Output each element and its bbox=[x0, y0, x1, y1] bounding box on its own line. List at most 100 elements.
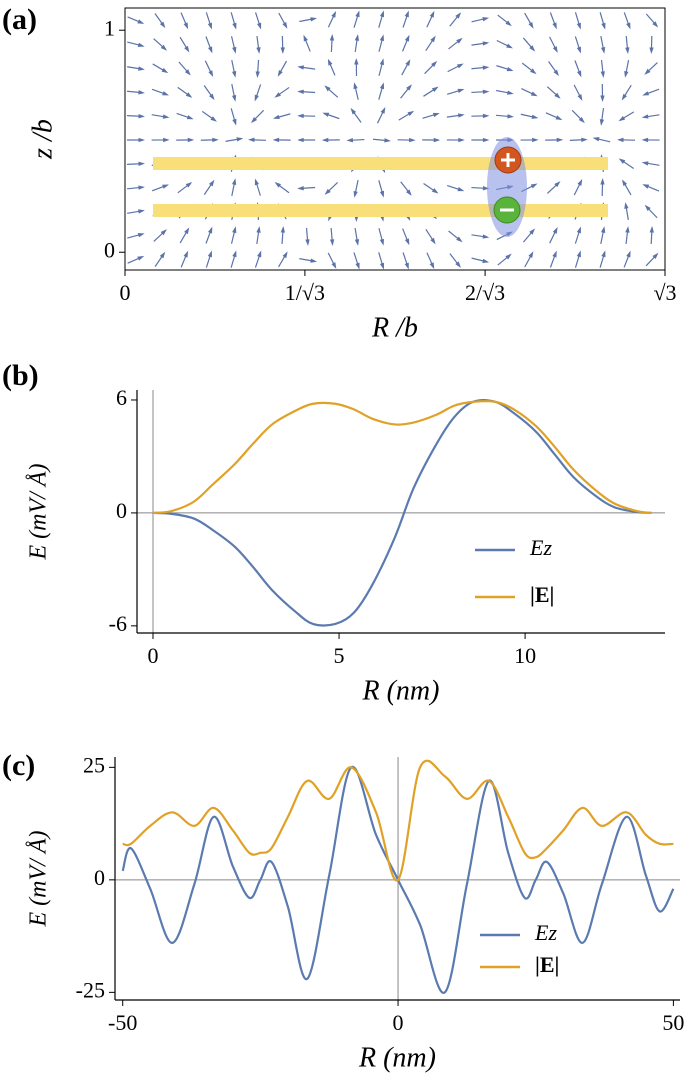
field-arrowhead bbox=[379, 262, 385, 270]
field-arrowhead bbox=[161, 67, 169, 74]
y-tick-label: -6 bbox=[109, 611, 127, 636]
field-arrowhead bbox=[554, 181, 561, 188]
field-arrowhead bbox=[621, 93, 627, 101]
field-arrowhead bbox=[482, 65, 490, 70]
field-arrowhead bbox=[457, 187, 465, 192]
field-arrowhead bbox=[555, 115, 563, 120]
field-arrowhead bbox=[644, 68, 651, 75]
field-arrowhead bbox=[321, 137, 329, 143]
field-arrowhead bbox=[528, 21, 534, 29]
field-arrowhead bbox=[532, 137, 539, 143]
y-tick-label: 0 bbox=[116, 498, 127, 523]
field-arrowhead bbox=[405, 59, 411, 66]
field-arrowhead bbox=[455, 12, 462, 19]
x-tick-label: 10 bbox=[514, 643, 536, 668]
field-arrowhead bbox=[138, 66, 145, 71]
field-arrowhead bbox=[162, 91, 170, 96]
panel-a-decoration bbox=[126, 10, 660, 270]
field-arrowhead bbox=[297, 113, 304, 119]
field-arrowhead bbox=[187, 137, 195, 143]
field-arrowhead bbox=[160, 44, 168, 51]
field-arrowhead bbox=[138, 90, 145, 95]
field-arrowhead bbox=[231, 94, 237, 102]
x-tick-label: 0 bbox=[120, 280, 131, 305]
field-arrowhead bbox=[353, 82, 358, 90]
field-arrowhead bbox=[232, 250, 237, 258]
field-arrowhead bbox=[624, 202, 629, 209]
field-arrowhead bbox=[578, 116, 585, 124]
field-arrowhead bbox=[429, 10, 435, 18]
field-arrowhead bbox=[406, 84, 412, 91]
field-arrowhead bbox=[163, 137, 170, 143]
field-arrowhead bbox=[576, 70, 582, 78]
field-arrowhead bbox=[183, 22, 189, 30]
field-arrowhead bbox=[297, 137, 304, 143]
field-arrowhead bbox=[576, 250, 581, 258]
field-arrowhead bbox=[600, 71, 605, 78]
field-arrowhead bbox=[592, 137, 600, 142]
field-arrowhead bbox=[552, 22, 557, 30]
field-arrowhead bbox=[184, 45, 190, 53]
field-arrowhead bbox=[185, 182, 193, 188]
panel-label: (a) bbox=[2, 3, 37, 36]
field-arrowhead bbox=[482, 17, 490, 22]
field-arrowhead bbox=[505, 20, 512, 27]
field-arrowhead bbox=[505, 253, 512, 260]
field-arrowhead bbox=[282, 251, 288, 259]
x-axis-label: R (nm) bbox=[362, 675, 440, 706]
field-arrowhead bbox=[577, 94, 583, 101]
field-arrowhead bbox=[407, 110, 415, 117]
field-arrowhead bbox=[644, 204, 651, 211]
field-arrowhead bbox=[379, 190, 385, 198]
field-arrowhead bbox=[250, 116, 258, 124]
field-arrowhead bbox=[212, 137, 219, 143]
field-arrowhead bbox=[649, 47, 654, 54]
field-arrowhead bbox=[350, 107, 357, 115]
field-arrowhead bbox=[256, 22, 262, 30]
field-arrowhead bbox=[531, 114, 539, 119]
legend-label: Ez bbox=[534, 920, 557, 945]
field-arrowhead bbox=[622, 179, 628, 187]
series-line bbox=[152, 400, 652, 515]
field-arrowhead bbox=[379, 10, 385, 18]
field-arrowhead bbox=[618, 115, 626, 122]
field-arrowhead bbox=[552, 250, 557, 258]
field-arrowhead bbox=[581, 137, 588, 143]
field-arrowhead bbox=[384, 138, 391, 143]
field-arrowhead bbox=[208, 46, 213, 54]
field-arrowhead bbox=[642, 184, 650, 189]
field-arrowhead bbox=[231, 178, 237, 185]
field-arrowhead bbox=[254, 94, 259, 102]
field-arrowhead bbox=[232, 22, 237, 30]
field-arrowhead bbox=[576, 46, 581, 54]
field-arrowhead bbox=[625, 47, 630, 54]
nanowire bbox=[153, 204, 608, 217]
x-tick-label: 5 bbox=[334, 643, 345, 668]
field-arrowhead bbox=[272, 137, 280, 143]
field-arrowhead bbox=[431, 86, 439, 92]
y-axis-label: z /b bbox=[27, 119, 58, 160]
field-arrowhead bbox=[236, 137, 244, 142]
field-arrowhead bbox=[210, 116, 217, 122]
field-arrowhead bbox=[354, 34, 360, 41]
field-arrowhead bbox=[254, 178, 260, 186]
field-arrowhead bbox=[346, 138, 354, 143]
field-arrowhead bbox=[138, 185, 145, 190]
field-arrowhead bbox=[652, 21, 659, 28]
field-arrowhead bbox=[159, 21, 166, 29]
field-arrowhead bbox=[482, 41, 490, 46]
field-arrowhead bbox=[274, 92, 281, 98]
field-arrowhead bbox=[529, 45, 536, 52]
field-arrowhead bbox=[207, 250, 212, 258]
field-arrowhead bbox=[530, 183, 538, 189]
field-arrowhead bbox=[617, 137, 624, 143]
field-arrowhead bbox=[232, 226, 237, 234]
field-arrowhead bbox=[641, 137, 649, 143]
x-axis-label: R (nm) bbox=[358, 1042, 436, 1073]
field-arrowhead bbox=[576, 226, 581, 234]
field-arrowhead bbox=[159, 251, 166, 259]
field-arrowhead bbox=[379, 58, 384, 66]
field-arrowhead bbox=[184, 69, 191, 76]
y-axis-label: E (mV/ Å) bbox=[26, 464, 52, 561]
x-tick-label: 0 bbox=[393, 1010, 404, 1035]
